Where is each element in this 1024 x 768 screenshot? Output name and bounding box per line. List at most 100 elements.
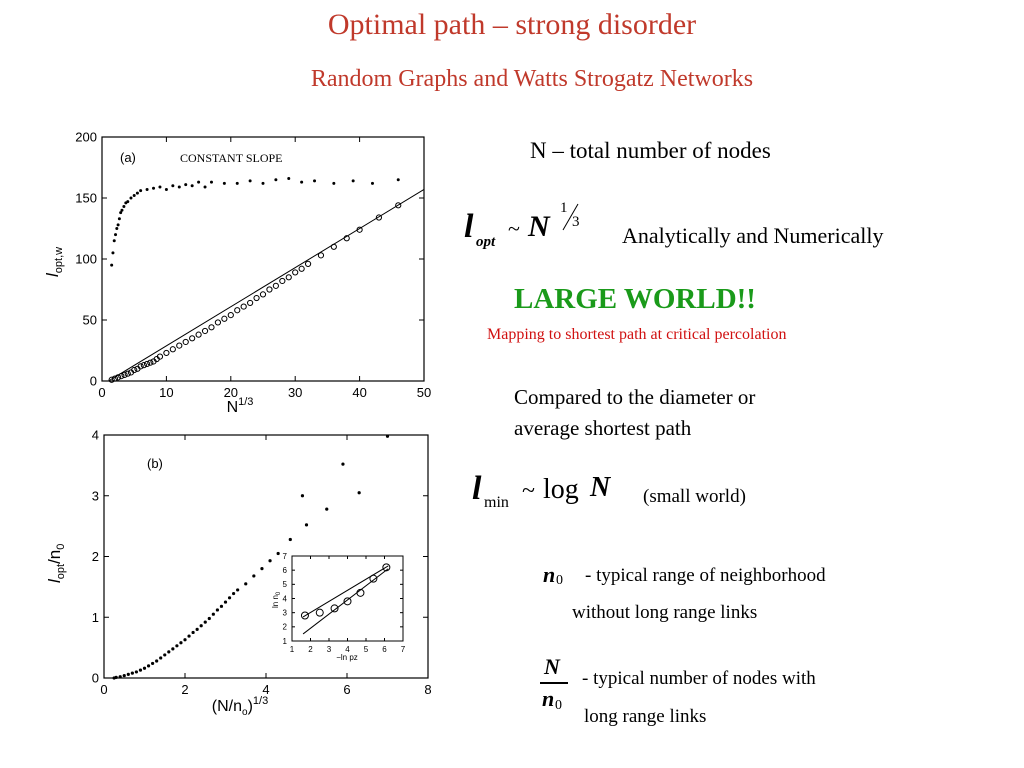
chart-a-point-dot <box>184 183 188 187</box>
chart-a-point-dot <box>197 180 201 184</box>
chart-a-point-dot <box>112 239 116 243</box>
n0-symbol: n 0 <box>543 562 573 592</box>
chart-a-point-circle <box>131 366 138 374</box>
chart-b-point-dot <box>341 462 345 466</box>
chart-b-point-dot <box>118 675 122 679</box>
chart-a-point-circle <box>285 274 292 281</box>
chart-a-point-circle <box>272 282 279 289</box>
chart-a-point-dot <box>164 187 168 191</box>
inset-ytick-label: 2 <box>283 623 288 632</box>
formula-lopt-l: l <box>464 208 474 245</box>
chart-a-point-dot <box>332 181 336 185</box>
chart-b-point-dot <box>276 551 280 556</box>
chart-a-panel-label: (a) <box>120 150 136 165</box>
n0-desc-line-1: - typical range of neighborhood <box>585 565 826 586</box>
chart-a-point-circle <box>137 363 144 370</box>
chart-a-point-circle <box>208 324 215 331</box>
chart-b-point-dot <box>260 567 264 571</box>
inset-ytick-label: 6 <box>283 566 288 575</box>
chart-b-point-dot <box>219 604 224 608</box>
chart-a-point-dot <box>114 233 118 237</box>
fraction-den-sub: 0 <box>555 698 562 713</box>
chart-b-point-dot <box>223 600 228 604</box>
chart-a-point-dot <box>190 184 194 188</box>
chart-b-xtick-label: 0 <box>100 682 107 697</box>
chart-a-point-circle <box>279 277 286 285</box>
chart-a-point-dot <box>287 176 291 180</box>
chart-a-point-circle <box>147 359 154 366</box>
chart-a-xtick-label: 30 <box>288 385 302 400</box>
chart-b-point-dot <box>227 596 232 600</box>
chart-a-xtick-label: 50 <box>417 385 431 400</box>
chart-a-ylabel: lopt,w <box>43 247 65 277</box>
inset-ylabel: ln n0 <box>271 591 282 608</box>
chart-a-point-circle <box>214 319 222 326</box>
chart-b-point-dot <box>151 661 155 666</box>
chart-b-point-dot <box>183 638 187 642</box>
chart-a-point-dot <box>117 217 121 221</box>
chart-a-ytick-label: 0 <box>90 374 97 389</box>
formula-lopt: l opt ~ N 1 3 <box>464 200 614 260</box>
fraction-bar <box>540 682 568 684</box>
chart-a-point-circle <box>201 327 209 335</box>
inset-xlabel: −ln pz <box>336 653 358 662</box>
chart-b-point-dot <box>134 670 138 674</box>
chart-a-point-dot <box>122 205 126 209</box>
chart-a-xlabel: N1/3 <box>227 396 254 412</box>
chart-b-xtick-label: 2 <box>181 682 188 697</box>
inset-fit-line <box>302 568 389 635</box>
chart-b-point-dot <box>300 494 305 498</box>
n0-sub: 0 <box>556 573 563 588</box>
chart-a-point-dot <box>115 227 119 230</box>
chart-a-ytick-label: 200 <box>75 130 97 145</box>
chart-b-ytick-label: 4 <box>92 428 99 443</box>
chart-b-point-dot <box>163 653 167 657</box>
analytically-text: Analytically and Numerically <box>622 223 884 248</box>
chart-a-point-circle <box>189 335 196 342</box>
chart-a-point-circle <box>143 360 151 368</box>
chart-a-annotation: CONSTANT SLOPE <box>180 151 283 165</box>
chart-b-point-dot <box>203 620 207 624</box>
chart-a-plot: 0 10 20 30 40 50 0 50 100 150 200 (a) CONSTANT SLOPE… <box>43 130 431 412</box>
chart-a-point-circle <box>176 342 183 349</box>
inset-xtick-label: 5 <box>364 645 369 654</box>
chart-b-point-dot <box>232 591 236 596</box>
chart-b-point-dot <box>130 671 134 675</box>
chart-a-point-dot <box>126 200 130 204</box>
fraction-den-var: n <box>542 686 555 711</box>
chart-a-point-dot <box>119 211 123 215</box>
inset-xtick-label: 6 <box>382 645 387 654</box>
formula-lmin-var: N <box>590 472 611 503</box>
mapping-text: Mapping to shortest path at critical per… <box>487 326 787 343</box>
chart-b-xtick-label: 4 <box>262 682 269 697</box>
chart-a-xtick-label: 10 <box>159 385 173 400</box>
inset-ytick-label: 3 <box>283 608 288 617</box>
chart-a-point-dot <box>139 189 143 193</box>
chart-b-ytick-label: 3 <box>92 488 99 503</box>
chart-a-point-dot <box>145 187 149 191</box>
small-world-text: (small world) <box>643 486 746 507</box>
chart-a-point-circle <box>124 370 131 377</box>
formula-lopt-tilde: ~ <box>508 216 520 241</box>
chart-a-point-dot <box>135 191 139 195</box>
inset-point-circle <box>382 563 391 572</box>
chart-b-point-dot <box>175 644 179 648</box>
inset-plot: 1 2 3 4 5 6 7 1 2 3 4 5 6 7 −ln pz ln n0 <box>271 552 406 662</box>
inset-xtick-label: 7 <box>401 645 406 654</box>
compared-line-1: Compared to the diameter or <box>514 385 756 409</box>
chart-b-point-dot <box>142 666 147 670</box>
compared-line-2: average shortest path <box>514 416 692 440</box>
fraction-num: N <box>544 654 560 679</box>
chart-a-point-circle <box>195 331 202 338</box>
chart-a-point-circle <box>317 252 325 259</box>
chart-a-point-dot <box>129 196 133 200</box>
frac-desc-line-1: - typical number of nodes with <box>582 668 816 689</box>
chart-a-point-dot <box>396 178 400 182</box>
chart-a-point-dot <box>209 180 213 184</box>
formula-lmin-l: l <box>472 470 482 507</box>
inset-ytick-label: 1 <box>283 637 288 646</box>
chart-a-point-dot <box>235 181 239 185</box>
formula-lopt-exp-den: 3 <box>572 214 580 230</box>
chart-a-point-dot <box>120 208 124 212</box>
chart-b-xtick-label: 8 <box>424 682 431 697</box>
